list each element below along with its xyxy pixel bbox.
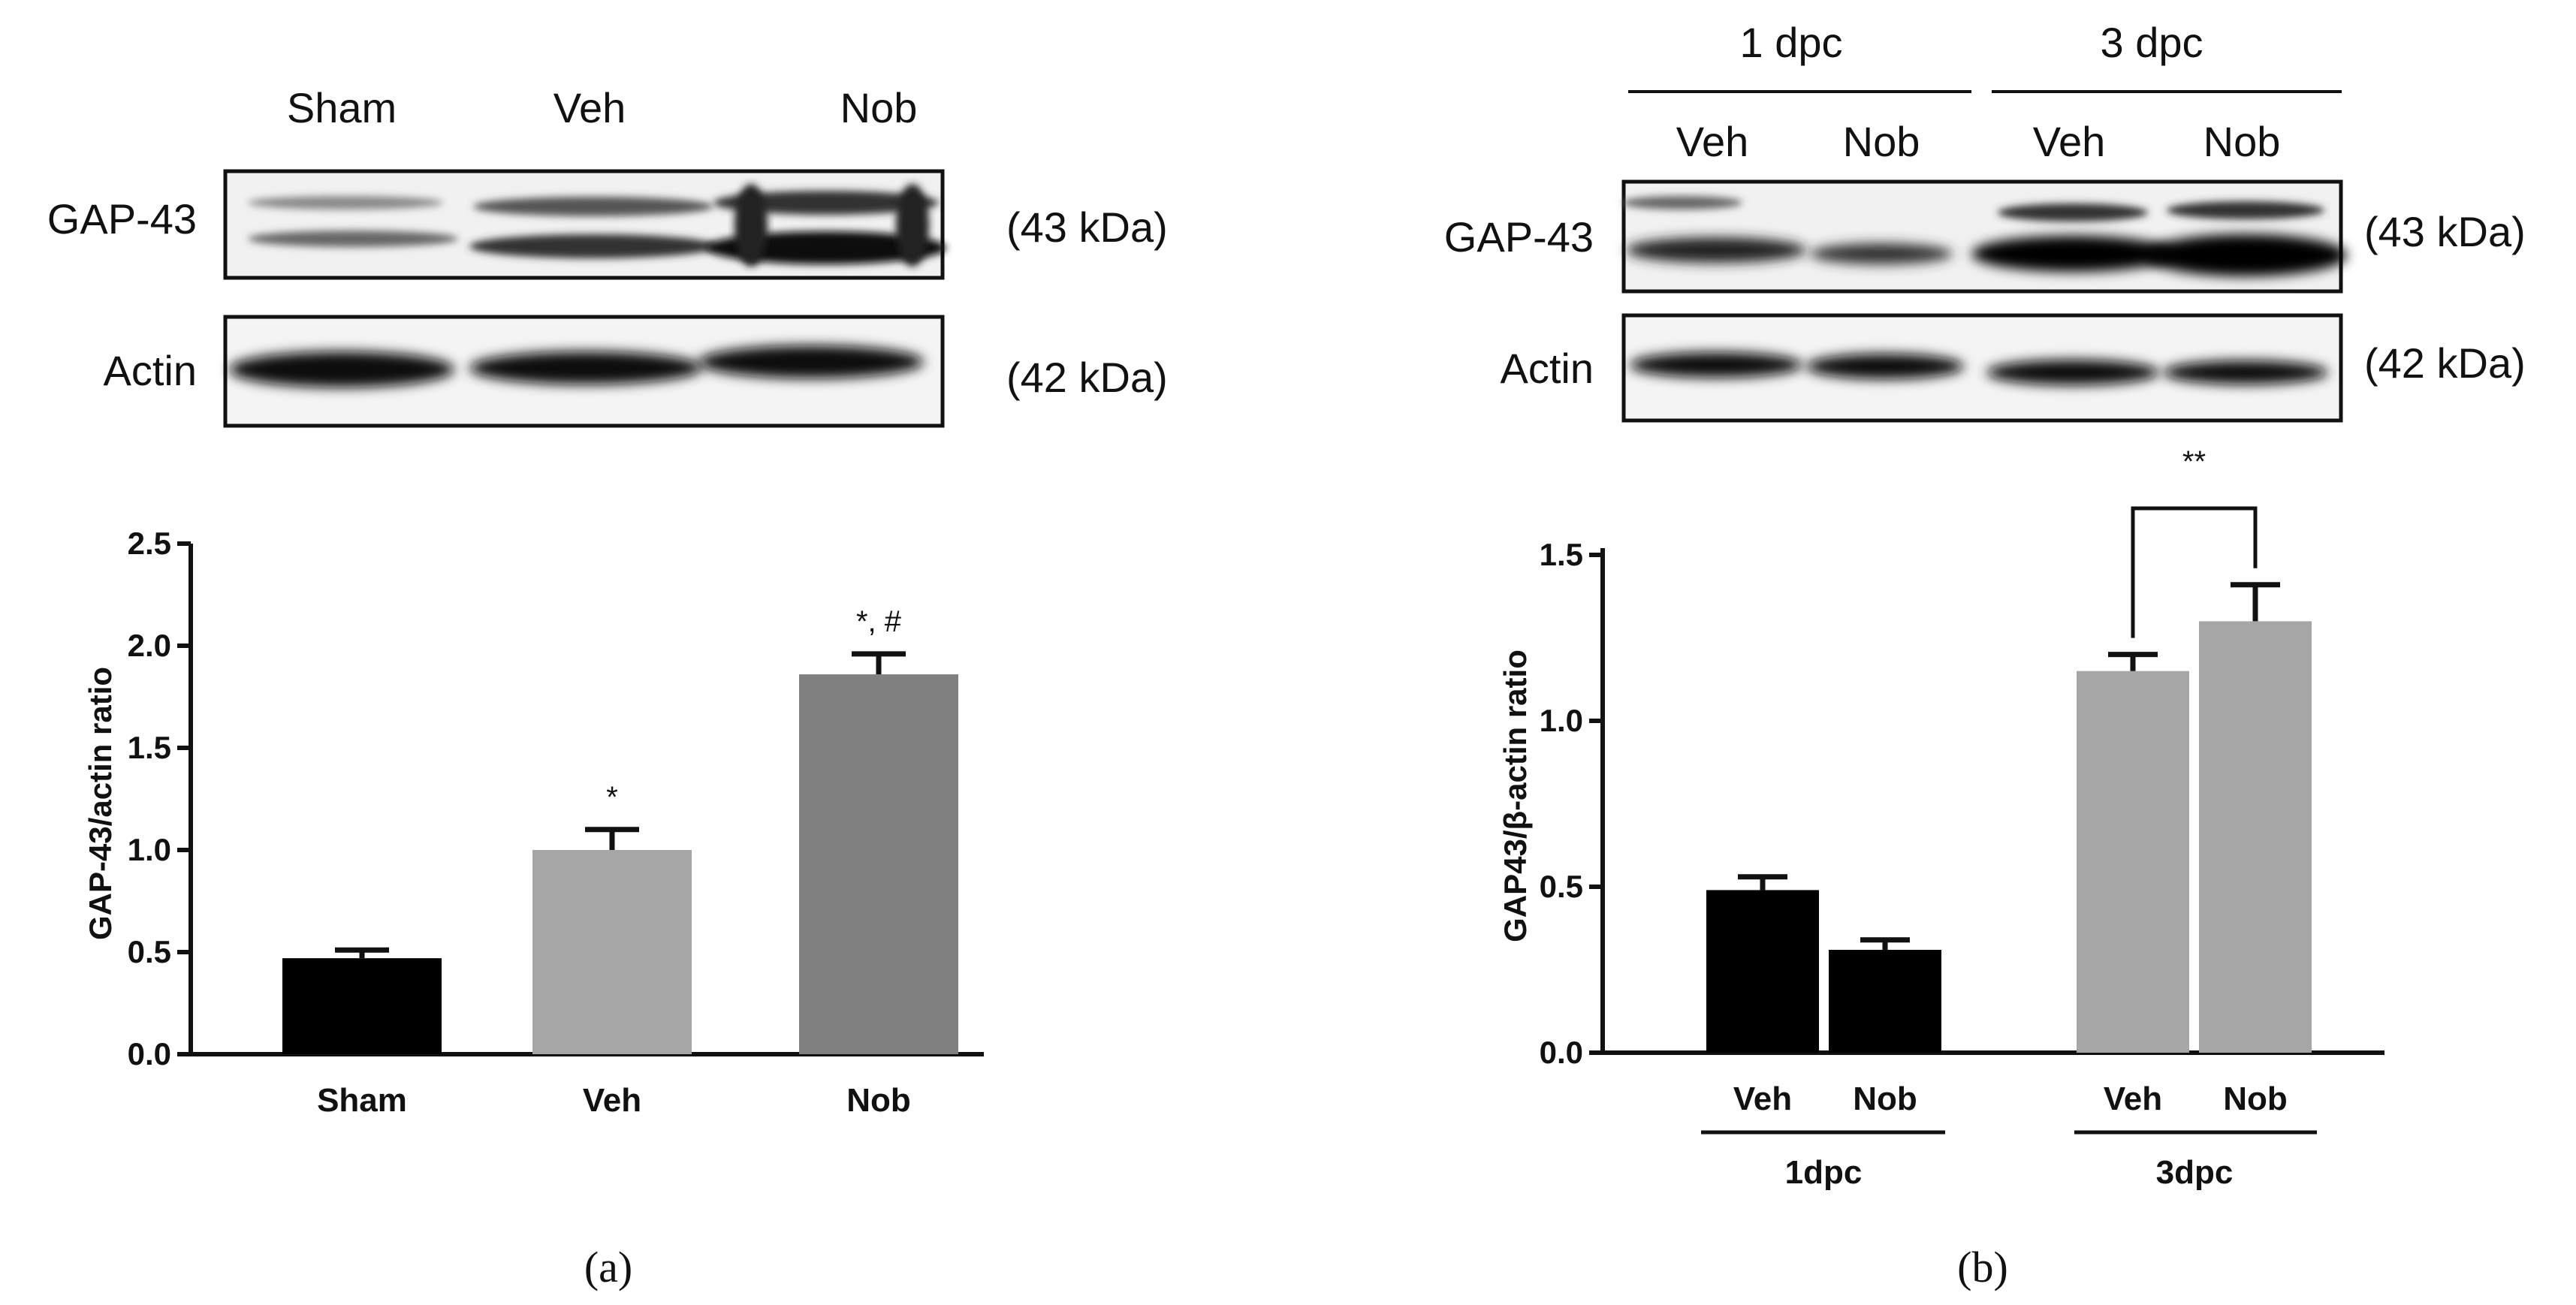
x-tick-label: Veh	[1733, 1080, 1792, 1117]
chart-b-error-bars	[1738, 582, 2280, 950]
band-b-gap43-nob1	[1810, 243, 1953, 264]
band-actin-nob	[698, 345, 924, 378]
lane-label-nob: Nob	[840, 84, 918, 131]
band-b-gap43-veh1	[1626, 237, 1806, 263]
band-b-gap43-nob3-upper	[2167, 201, 2324, 219]
y-tick-label: 0.0	[128, 1036, 171, 1071]
panel-b-bar-chart: GAP43/β-actin ratio 0.00.51.01.5 Veh Nob V…	[1498, 445, 2384, 1191]
blot-size-gap43: (43 kDa)	[1006, 203, 1168, 251]
chart-a-xlabels: Sham Veh * Nob *, #	[317, 605, 911, 1119]
lane-b-veh-3: Veh	[2033, 118, 2106, 165]
blot-b-strip-actin	[1621, 313, 2343, 423]
lane-b-veh-1: Veh	[1676, 118, 1749, 165]
chart-b-group-labels: 1dpc 3dpc	[1701, 1130, 2317, 1191]
chart-b-significance: **	[2131, 445, 2258, 638]
group-label-3dpc: 3 dpc	[2101, 19, 2203, 66]
group-label-1dpc: 1dpc	[1785, 1154, 1863, 1191]
bar-veh	[1706, 890, 1819, 1053]
significance-label: **	[2182, 445, 2206, 478]
blot-b-size-gap43: (43 kDa)	[2364, 208, 2526, 255]
x-tick-label: Nob	[846, 1082, 911, 1119]
blot-row-label-actin: Actin	[104, 347, 198, 394]
band-nob-side-right	[896, 184, 929, 267]
significance-bracket	[2131, 506, 2258, 638]
band-b-gap43-veh3	[1971, 236, 2174, 272]
blot-strip-actin	[223, 315, 945, 428]
band-b-actin-nob3	[2163, 360, 2328, 384]
chart-a-error-bars	[335, 651, 906, 959]
bar-nob	[1829, 949, 1941, 1053]
y-tick-label: 1.5	[1540, 537, 1583, 572]
band-sham-upper	[248, 196, 443, 209]
bar-sham	[282, 958, 442, 1054]
x-tick-label: Veh	[2104, 1080, 2162, 1117]
band-b-gap43-veh1-upper	[1622, 196, 1742, 209]
band-nob-side-left	[734, 184, 768, 267]
band-b-actin-nob1	[1806, 354, 1964, 379]
blot-b-size-actin: (42 kDa)	[2364, 339, 2526, 387]
band-b-actin-veh1	[1630, 352, 1802, 378]
lane-b-nob-1: Nob	[1843, 118, 1920, 165]
bar-nob	[2199, 621, 2312, 1053]
lane-label-veh: Veh	[554, 84, 626, 131]
band-b-gap43-veh3-upper	[1998, 203, 2148, 222]
band-sham-lower	[248, 231, 458, 247]
blot-strip-gap43	[223, 169, 946, 280]
chart-a-bars	[282, 674, 958, 1054]
y-tick-label: 0.0	[1540, 1035, 1583, 1070]
group-label-3dpc: 3dpc	[2156, 1154, 2234, 1191]
y-tick-label: 1.5	[128, 730, 171, 765]
bar-veh	[2077, 671, 2189, 1053]
band-actin-sham	[229, 351, 454, 387]
band-b-gap43-nob3	[2144, 234, 2347, 276]
blot-b-row-label-actin: Actin	[1501, 345, 1594, 392]
bar-veh	[532, 850, 692, 1054]
band-actin-veh	[469, 351, 702, 384]
bar-nob	[799, 674, 958, 1054]
y-tick-label: 0.5	[128, 934, 171, 969]
blot-size-actin: (42 kDa)	[1006, 354, 1168, 401]
y-tick-label: 2.5	[128, 526, 171, 561]
chart-b-yticks: 0.0 0.5 1.0 1.5	[1540, 537, 1603, 1070]
y-tick-label: 1.0	[128, 832, 171, 867]
x-tick-label: Veh	[583, 1082, 641, 1119]
chart-a-ylabel: GAP-43/actin ratio	[83, 667, 118, 940]
chart-b-xlabels: Veh Nob Veh Nob	[1733, 1080, 2288, 1117]
y-tick-label: 1.0	[1540, 703, 1583, 738]
panel-b-caption: (b)	[1957, 1243, 2008, 1291]
group-label-1dpc: 1 dpc	[1740, 19, 1843, 66]
y-tick-label: 2.0	[128, 628, 171, 663]
panel-b-blot: 1 dpc 3 dpc Veh Nob Veh Nob GAP-43 Actin…	[1444, 19, 2526, 423]
lane-b-nob-3: Nob	[2203, 118, 2281, 165]
blot-b-row-label-gap43: GAP-43	[1444, 213, 1594, 261]
chart-a-yticks: 0.0 0.5 1.0 1.5 2.0 2.5	[128, 526, 191, 1071]
chart-b-ylabel: GAP43/β-actin ratio	[1498, 649, 1533, 942]
band-veh-lower	[469, 234, 717, 258]
band-nob-upper	[713, 191, 939, 215]
blot-b-strip-gap43	[1621, 179, 2347, 294]
x-tick-label: Nob	[1853, 1080, 1917, 1117]
x-tick-label: Nob	[2223, 1080, 2288, 1117]
significance-annotation: *	[606, 781, 618, 814]
panel-a-bar-chart: GAP-43/actin ratio 0.0 0.5 1.0 1.5 2.0 2.5 Sh…	[83, 526, 984, 1119]
x-tick-label: Sham	[317, 1082, 407, 1119]
y-tick-label: 0.5	[1540, 869, 1583, 904]
panel-a-blot: Sham Veh Nob GAP-43 Actin (43 kDa) (42 k…	[47, 84, 1168, 428]
chart-b-bars	[1706, 621, 2312, 1053]
band-b-actin-veh3	[1986, 360, 2159, 385]
band-veh-upper	[473, 197, 713, 216]
significance-annotation: *, #	[856, 605, 902, 638]
blot-row-label-gap43: GAP-43	[47, 195, 197, 243]
panel-a-caption: (a)	[584, 1243, 632, 1291]
lane-label-sham: Sham	[287, 84, 397, 131]
